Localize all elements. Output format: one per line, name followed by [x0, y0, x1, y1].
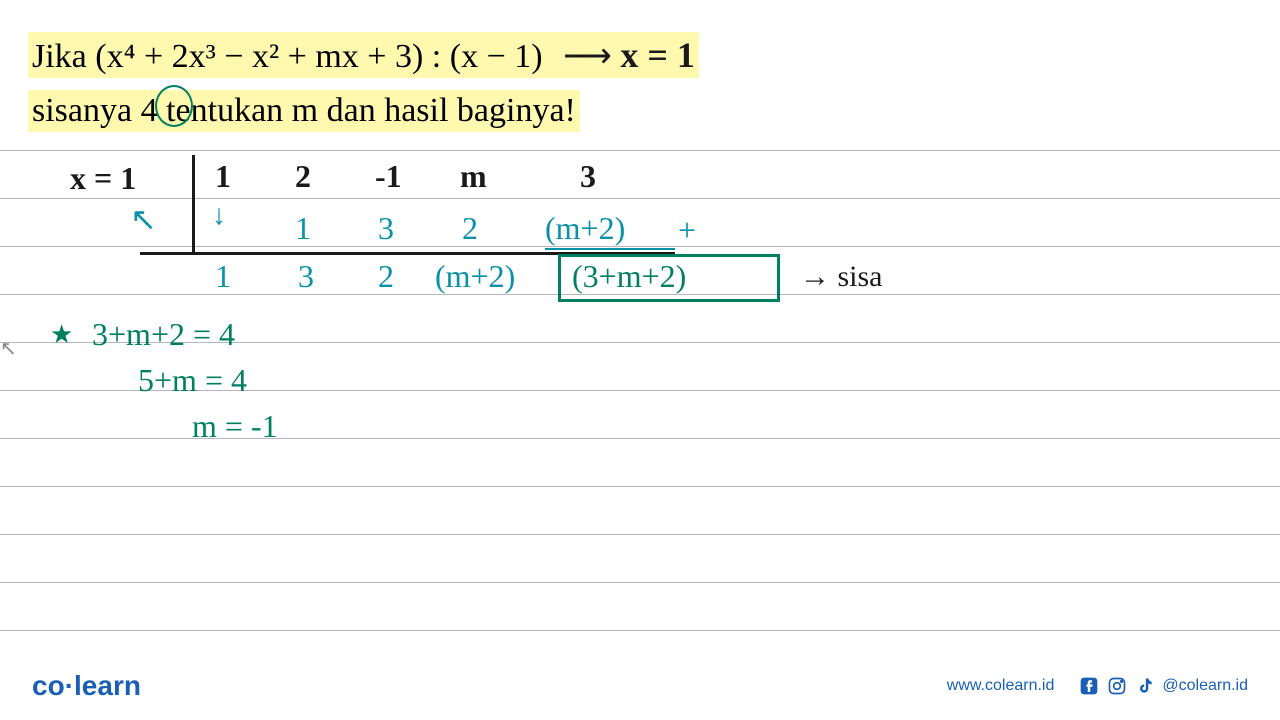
coef-1-2: 2 [295, 158, 311, 195]
star-icon: ★ [50, 320, 73, 350]
logo-co: co [32, 670, 65, 701]
cursor-icon: ↖ [0, 336, 17, 361]
circle-annotation [155, 85, 193, 127]
arrow-icon: ⟶ [563, 38, 612, 75]
up-arrow-icon: ↖ [130, 200, 157, 238]
plus-sign: + [678, 212, 696, 249]
footer-right: www.colearn.id @colearn.id [947, 675, 1248, 697]
problem-line-1: Jika (x⁴ + 2x³ − x² + mx + 3) : (x − 1) … [28, 32, 699, 78]
problem-line-2: sisanya 4 tentukan m dan hasil baginya! [28, 90, 580, 132]
grid-line [0, 486, 1280, 487]
coef-1-5: 3 [580, 158, 596, 195]
res-2: 3 [298, 258, 314, 295]
coef-2-2: 1 [295, 210, 311, 247]
horner-vertical-line [192, 155, 195, 255]
logo-learn: learn [74, 670, 141, 701]
facebook-icon [1078, 675, 1100, 697]
coef-1-1: 1 [215, 158, 231, 195]
coef-2-5: (m+2) [545, 210, 625, 247]
footer: co·learn www.colearn.id @colearn.id [0, 670, 1280, 702]
social-icons: @colearn.id [1078, 675, 1248, 697]
solution-eq1: 3+m+2 = 4 [92, 316, 235, 353]
down-arrow-icon: ↓ [212, 200, 226, 232]
footer-handle: @colearn.id [1162, 677, 1248, 695]
grid-line [0, 630, 1280, 631]
coef-2-3: 3 [378, 210, 394, 247]
coef-2-4: 2 [462, 210, 478, 247]
res-3: 2 [378, 258, 394, 295]
remainder-box [558, 254, 780, 302]
coef-1-4: m [460, 158, 487, 195]
logo-dot: · [65, 670, 74, 701]
tiktok-icon [1134, 675, 1156, 697]
underline-m2 [545, 248, 675, 250]
problem-text-2: sisanya 4 tentukan m dan hasil baginya! [32, 92, 576, 129]
problem-text-1: Jika (x⁴ + 2x³ − x² + mx + 3) : (x − 1) [32, 38, 543, 75]
grid-line [0, 150, 1280, 151]
grid-line [0, 534, 1280, 535]
coef-1-3: -1 [375, 158, 402, 195]
solution-eq2: 5+m = 4 [138, 362, 247, 399]
x-equals-1: x = 1 [620, 35, 695, 75]
grid-line [0, 582, 1280, 583]
horner-x-label: x = 1 [70, 160, 136, 197]
res-4: (m+2) [435, 258, 515, 295]
sisa-label: → sisa [800, 260, 883, 294]
res-1: 1 [215, 258, 231, 295]
instagram-icon [1106, 675, 1128, 697]
page-root: Jika (x⁴ + 2x³ − x² + mx + 3) : (x − 1) … [0, 0, 1280, 720]
footer-url: www.colearn.id [947, 677, 1055, 695]
solution-eq3: m = -1 [192, 408, 278, 445]
brand-logo: co·learn [32, 670, 141, 702]
